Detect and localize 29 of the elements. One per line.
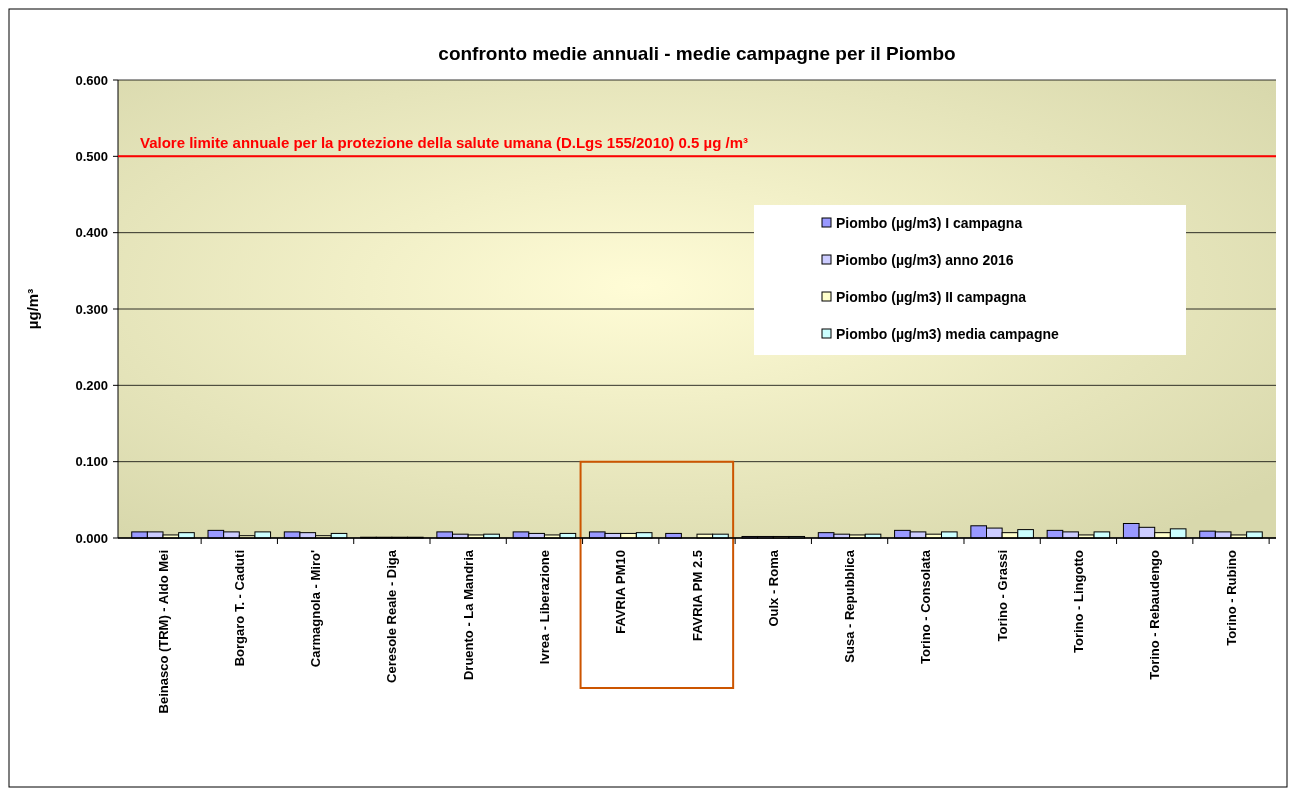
legend-label: Piombo (µg/m3) II campagna bbox=[836, 288, 1027, 305]
x-tick-label: Torino - Lingotto bbox=[1070, 549, 1086, 653]
y-tick-label: 0.200 bbox=[75, 377, 108, 393]
x-tick-label: Torino - Rebaudengo bbox=[1147, 549, 1163, 680]
y-tick-label: 0.600 bbox=[75, 72, 108, 88]
x-tick-label: Druento - La Mandria bbox=[460, 549, 476, 681]
x-tick-label: Ivrea - Liberazione bbox=[536, 550, 552, 665]
x-tick-label: Torino - Consolata bbox=[918, 549, 934, 664]
chart-title: confronto medie annuali - medie campagne per il Piombo bbox=[438, 43, 956, 64]
y-tick-label: 0.300 bbox=[75, 301, 108, 317]
y-tick-label: 0.100 bbox=[75, 454, 108, 470]
legend-label: Piombo (µg/m3) anno 2016 bbox=[836, 251, 1014, 268]
y-tick-label: 0.400 bbox=[75, 225, 108, 241]
legend-label: Piombo (µg/m3) media campagne bbox=[836, 325, 1059, 342]
x-tick-label: FAVRIA PM10 bbox=[613, 550, 629, 634]
ref-line-label: Valore limite annuale per la protezione della salute umana (D.Lgs 155/2010) 0.5 µg /m³ bbox=[140, 134, 749, 152]
x-tick-label: Torino - Grassi bbox=[994, 550, 1010, 642]
x-tick-label: Susa - Repubblica bbox=[842, 549, 858, 663]
x-tick-label: Torino - Rubino bbox=[1223, 549, 1239, 646]
y-axis-title: µg/m³ bbox=[24, 288, 41, 330]
x-tick-label: Carmagnola - Miro' bbox=[308, 550, 324, 668]
x-tick-label: Beinasco (TRM) - Aldo Mei bbox=[155, 550, 171, 714]
y-tick-label: 0.500 bbox=[75, 148, 108, 164]
y-tick-label: 0.000 bbox=[75, 530, 108, 546]
x-tick-label: Ceresole Reale - Diga bbox=[384, 549, 400, 683]
x-tick-label: Oulx - Roma bbox=[765, 549, 781, 627]
x-tick-label: FAVRIA PM 2.5 bbox=[689, 550, 705, 642]
legend-label: Piombo (µg/m3) I campagna bbox=[836, 214, 1023, 231]
x-tick-label: Borgaro T. - Caduti bbox=[231, 550, 247, 667]
